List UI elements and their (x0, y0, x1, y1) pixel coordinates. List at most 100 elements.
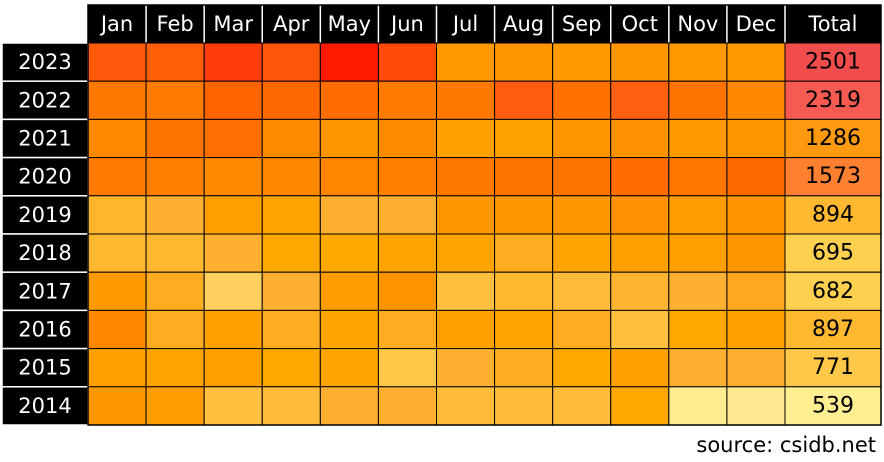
heat-cell (552, 42, 612, 82)
heat-cell (203, 157, 263, 197)
heat-cell (552, 386, 612, 426)
heat-cell (203, 233, 263, 273)
heat-cell (87, 348, 147, 388)
heat-cell (145, 157, 205, 197)
heat-cell (552, 233, 612, 273)
heat-cell (145, 118, 205, 159)
heat-cell (610, 118, 670, 159)
heat-cell (261, 271, 321, 311)
total-cell (784, 271, 882, 311)
total-value: 897 (812, 317, 854, 342)
row-label: 2014 (18, 394, 71, 418)
heat-cell (494, 80, 554, 120)
heat-cell (610, 80, 670, 120)
heat-cell (726, 80, 786, 120)
heat-cell (87, 195, 147, 235)
heat-cell (319, 157, 379, 197)
total-value: 2501 (805, 50, 861, 75)
heat-cell (203, 80, 263, 120)
row-label: 2016 (18, 318, 71, 342)
heat-cell (668, 42, 728, 82)
heat-cell (668, 157, 728, 197)
heat-cell (552, 157, 612, 197)
heat-cell (552, 348, 612, 388)
row-label: 2018 (18, 241, 71, 265)
heat-cell (494, 157, 554, 197)
row-label: 2015 (18, 356, 71, 380)
table-border (87, 4, 882, 426)
heat-cell (377, 157, 437, 197)
heat-cell (261, 195, 321, 235)
heat-cell (436, 42, 496, 82)
heat-cell (377, 233, 437, 273)
heat-cell (261, 157, 321, 197)
row-label: 2021 (18, 127, 71, 151)
row-label-bg (1, 42, 89, 82)
heat-cell (203, 195, 263, 235)
heat-cell (145, 233, 205, 273)
total-cell (784, 233, 882, 273)
column-label: Sep (562, 12, 602, 36)
heat-cell (552, 195, 612, 235)
heat-cell (726, 118, 786, 159)
heat-cell (377, 309, 437, 350)
heat-cell (87, 118, 147, 159)
heat-cell (145, 195, 205, 235)
total-cell (784, 386, 882, 426)
heat-cell (668, 309, 728, 350)
heat-cell (319, 118, 379, 159)
heat-cell (319, 348, 379, 388)
heat-cell (261, 348, 321, 388)
row-label: 2023 (18, 50, 71, 74)
heat-cell (319, 233, 379, 273)
total-value: 1286 (805, 126, 861, 151)
heat-cell (261, 386, 321, 426)
header-bg (88, 5, 881, 43)
heat-cell (377, 271, 437, 311)
column-label: Nov (677, 12, 718, 36)
column-label: Aug (503, 12, 544, 36)
heat-cell (319, 195, 379, 235)
heat-cell (319, 309, 379, 350)
heat-cell (726, 309, 786, 350)
heat-cell (319, 386, 379, 426)
heat-cell (436, 348, 496, 388)
row-label: 2017 (18, 279, 71, 303)
heat-cell (610, 42, 670, 82)
column-label: Total (807, 12, 857, 36)
heat-cell (610, 233, 670, 273)
row-label-bg (1, 80, 89, 121)
heat-cell (494, 348, 554, 388)
heat-cell (145, 386, 205, 426)
heat-cell (552, 271, 612, 311)
row-label-bg (1, 233, 89, 273)
heat-cell (261, 309, 321, 350)
heat-cell (552, 309, 612, 350)
heat-cell (668, 386, 728, 426)
total-cell (784, 157, 882, 197)
heat-cell (610, 309, 670, 350)
column-label: Jun (389, 12, 424, 36)
heat-cell (494, 309, 554, 350)
column-label: Oct (622, 12, 658, 36)
heat-cell (203, 348, 263, 388)
heat-cell (319, 271, 379, 311)
heat-cell (319, 80, 379, 120)
heat-cell (87, 386, 147, 426)
heat-cell (610, 195, 670, 235)
heat-cell (145, 348, 205, 388)
row-label: 2020 (18, 165, 71, 189)
heat-cell (436, 271, 496, 311)
heat-cell (726, 386, 786, 426)
heat-cell (726, 233, 786, 273)
heat-cell (726, 195, 786, 235)
row-label-bg (1, 386, 89, 426)
heat-cell (494, 233, 554, 273)
heat-cell (436, 233, 496, 273)
total-value: 894 (812, 202, 854, 227)
heat-cell (726, 348, 786, 388)
heat-cell (436, 309, 496, 350)
heat-cell (494, 118, 554, 159)
source-note: source: csidb.net (696, 433, 876, 457)
heat-cell (610, 386, 670, 426)
